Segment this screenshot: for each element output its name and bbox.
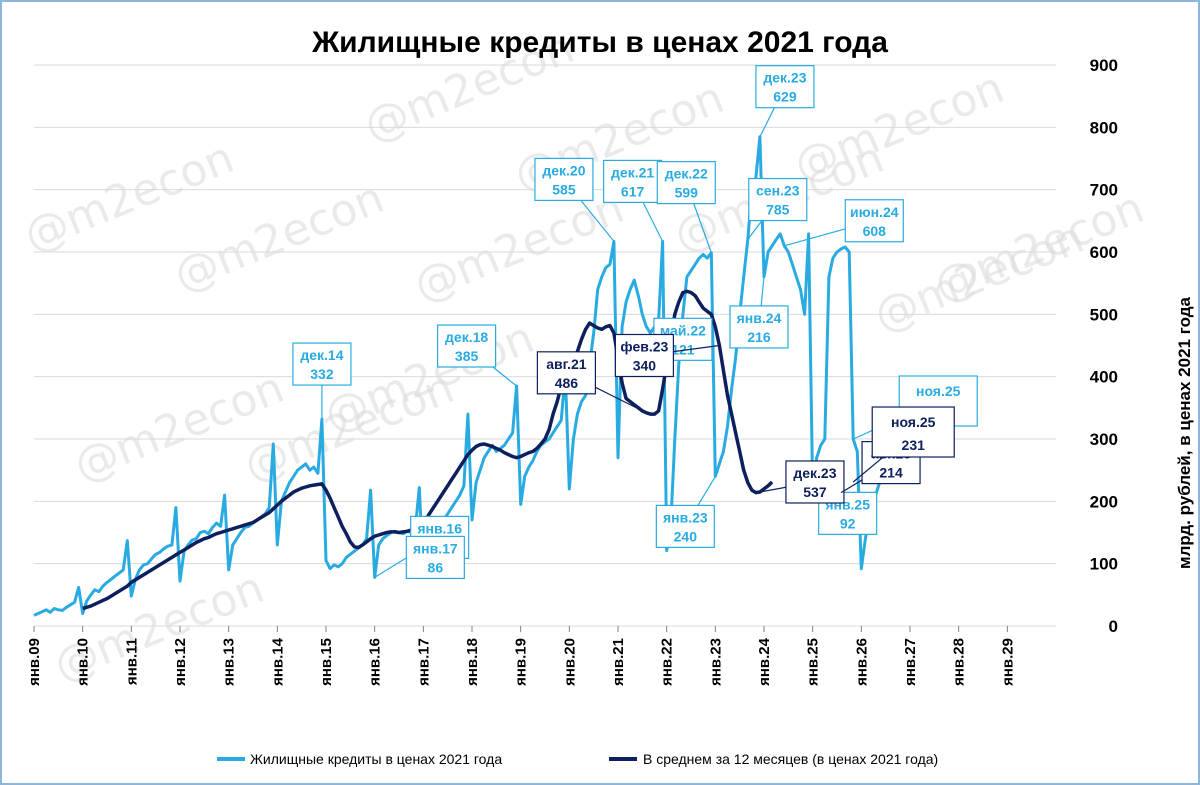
- callout-value: 121: [671, 341, 695, 357]
- callout-box: [729, 305, 789, 349]
- x-tick-label: янв.25: [805, 638, 822, 686]
- callout-box: [655, 504, 715, 548]
- x-tick-label: янв.19: [513, 638, 530, 686]
- x-tick-label: янв.28: [951, 638, 968, 686]
- x-tick-label: янв.29: [999, 638, 1016, 686]
- callout-date: дек.20: [542, 162, 585, 178]
- legend-label-light: Жилищные кредиты в ценах 2021 года: [250, 751, 502, 767]
- callout-value: 617: [621, 183, 645, 199]
- callout-value: 332: [310, 366, 334, 382]
- y-tick-label: 900: [1090, 56, 1118, 75]
- legend-label-dark: В среднем за 12 месяцев (в ценах 2021 го…: [643, 751, 938, 767]
- x-tick-label: янв.18: [464, 638, 481, 686]
- x-axis-ticks: янв.09 янв.10 янв.11 янв.12 янв.13 янв.14 янв.…: [26, 626, 1016, 686]
- x-tick-label: янв.22: [659, 638, 676, 686]
- y-tick-label: 100: [1090, 555, 1118, 574]
- y-tick-label: 200: [1090, 492, 1118, 511]
- callout-box: [292, 342, 352, 386]
- callout-date: янв.24: [737, 310, 782, 326]
- callout-date: ноя.25: [891, 414, 936, 430]
- x-tick-label: янв.17: [415, 638, 432, 686]
- callout-value: 92: [840, 515, 856, 531]
- x-tick-label: янв.13: [221, 638, 238, 686]
- callout-value: 599: [675, 185, 699, 201]
- callout-box: [785, 460, 845, 504]
- callout-date: фев.23: [620, 339, 668, 355]
- callout-box: [603, 159, 663, 204]
- callout-value: 214: [879, 465, 903, 481]
- series-line-loans: [33, 135, 908, 617]
- callout-box: [755, 65, 815, 109]
- callout-date: дек.18: [445, 329, 488, 345]
- x-tick-label: янв.27: [902, 638, 919, 686]
- callout-box: [871, 406, 955, 458]
- callout-box: [534, 157, 594, 202]
- callout-date: авг.21: [546, 356, 586, 372]
- callout-date: дек.22: [665, 166, 708, 182]
- callout-date: дек.23: [793, 465, 836, 481]
- callout-value: 585: [552, 181, 576, 197]
- annotations: дек.14332янв.1678янв.1786дек.18385дек.20…: [292, 65, 978, 579]
- legend: Жилищные кредиты в ценах 2021 года В сре…: [217, 751, 938, 767]
- callout-box: [656, 161, 716, 205]
- callout-date: дек.14: [300, 347, 343, 363]
- callout-value: 340: [633, 358, 657, 374]
- x-tick-label: янв.20: [561, 638, 578, 686]
- x-tick-label: янв.12: [172, 638, 189, 686]
- y-tick-label: 300: [1090, 430, 1118, 449]
- callout-value: 629: [773, 89, 797, 105]
- chart-title: Жилищные кредиты в ценах 2021 года: [311, 26, 888, 59]
- x-tick-label: янв.09: [26, 638, 43, 686]
- x-tick-label: янв.15: [318, 638, 335, 686]
- x-tick-label: янв.23: [707, 638, 724, 686]
- y-tick-label: 400: [1090, 368, 1118, 387]
- x-tick-label: янв.21: [610, 638, 627, 686]
- callout-value: 608: [863, 223, 887, 239]
- y-tick-label: 800: [1090, 118, 1118, 137]
- callout-date: янв.16: [417, 520, 462, 536]
- callout-value: 385: [455, 348, 479, 364]
- callout-value: 486: [555, 375, 579, 391]
- callout-box: [844, 199, 904, 243]
- y-axis-label: млрд. рублей, в ценах 2021 года: [1175, 296, 1194, 569]
- callout-date: ноя.25: [916, 383, 961, 399]
- x-tick-label: янв.10: [75, 638, 92, 686]
- x-tick-label: янв.26: [853, 638, 870, 686]
- callout-date: янв.17: [413, 540, 458, 556]
- callout-value: 86: [428, 559, 444, 575]
- callout-date: сен.23: [756, 183, 800, 199]
- callout-box: [437, 324, 497, 368]
- callout-box: [748, 177, 808, 222]
- callout-date: дек.21: [611, 164, 654, 180]
- y-tick-label: 700: [1090, 181, 1118, 200]
- callout-box: [405, 535, 465, 579]
- x-tick-label: янв.16: [367, 638, 384, 686]
- callout-value: 216: [747, 329, 771, 345]
- x-tick-label: янв.24: [756, 637, 773, 686]
- x-tick-label: янв.11: [123, 638, 140, 685]
- y-tick-label: 600: [1090, 243, 1118, 262]
- callout-box: [614, 333, 674, 378]
- callout-box: [536, 351, 596, 395]
- y-tick-label: 500: [1090, 305, 1118, 324]
- callout-date: дек.23: [763, 70, 806, 86]
- callout-value: 537: [803, 484, 827, 500]
- y-tick-label: 0: [1109, 617, 1118, 636]
- callout-date: янв.23: [663, 509, 708, 525]
- y-axis-ticks: 0 100 200 300 400 500 600 700 800 900: [1090, 56, 1118, 636]
- callout-date: июн.24: [850, 204, 899, 220]
- callout-value: 240: [674, 528, 698, 544]
- callout-value: 785: [766, 202, 790, 218]
- gridlines: [34, 64, 1056, 627]
- callout-value: 231: [902, 437, 926, 453]
- x-tick-label: янв.14: [269, 637, 286, 686]
